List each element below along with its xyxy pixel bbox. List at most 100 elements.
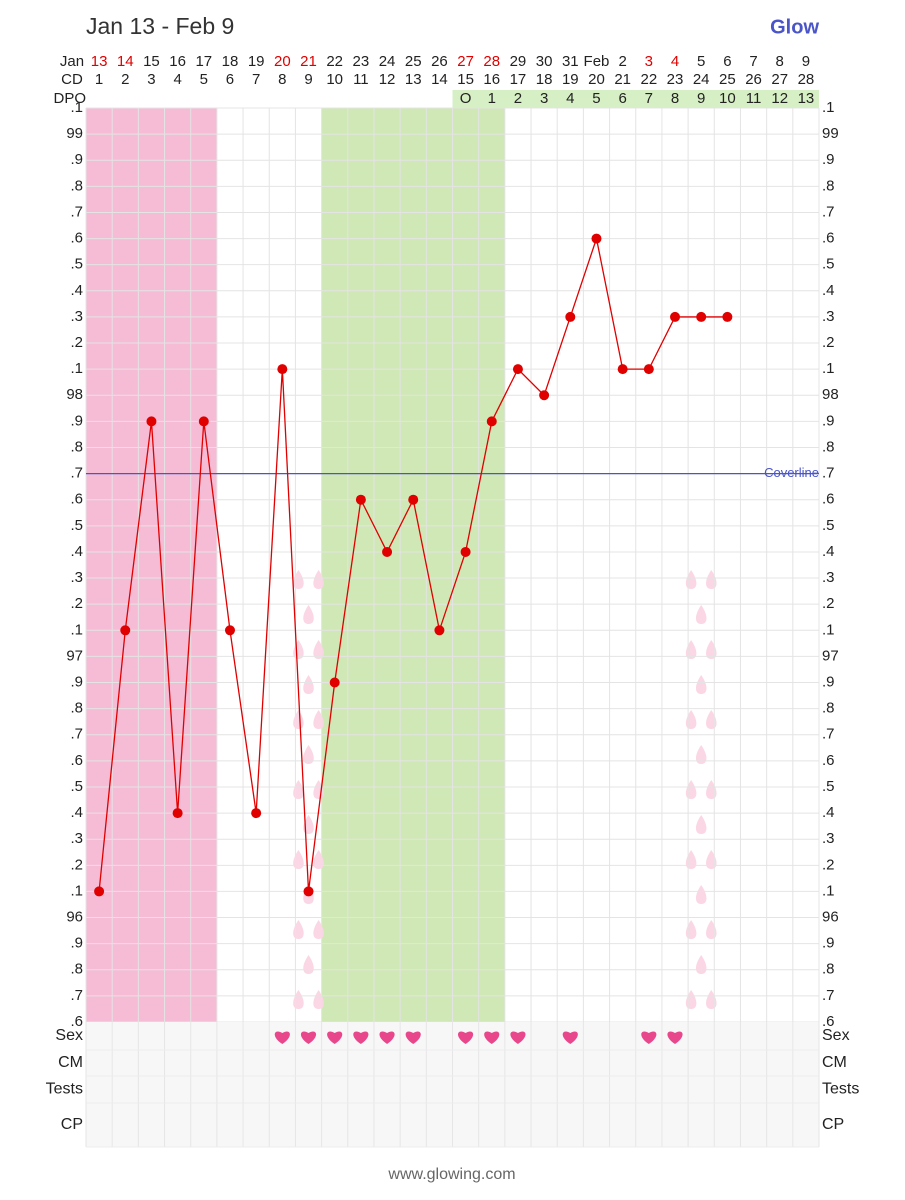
y-tick-label: .8 xyxy=(70,700,83,717)
y-tick-label: .7 xyxy=(70,987,83,1004)
sex-heart xyxy=(405,1031,421,1044)
date-label: 2 xyxy=(618,53,626,70)
y-tick-label: .7 xyxy=(70,726,83,743)
y-tick-label: .4 xyxy=(70,282,83,299)
dpo-tick-label: 8 xyxy=(671,90,679,107)
spotting-drop xyxy=(303,745,314,764)
y-tick-label: .9 xyxy=(70,151,83,168)
y-tick-label-right: .7 xyxy=(822,465,835,482)
cd-tick-label: 11 xyxy=(353,71,369,88)
temperature-point xyxy=(224,625,235,636)
dpo-tick-label: 13 xyxy=(798,90,815,107)
spotting-drop xyxy=(706,570,717,589)
spotting-drop xyxy=(685,570,697,589)
date-label: Feb xyxy=(584,53,610,70)
y-tick-label: .7 xyxy=(70,203,83,220)
cd-tick-label: 24 xyxy=(693,71,710,88)
sex-heart xyxy=(484,1031,500,1044)
date-label: 13 xyxy=(91,53,108,70)
cd-tick-label: 20 xyxy=(588,71,605,88)
date-label: 22 xyxy=(326,53,343,70)
y-tick-label-right: .6 xyxy=(822,752,835,769)
date-label: 25 xyxy=(405,53,422,70)
temperature-point xyxy=(670,311,681,322)
cd-tick-label: 10 xyxy=(326,71,343,88)
cd-tick-label: 18 xyxy=(536,71,553,88)
row-label: CP xyxy=(61,1116,83,1133)
y-tick-label: .8 xyxy=(70,961,83,978)
cd-tick-label: 23 xyxy=(667,71,684,88)
cd-tick-label: 9 xyxy=(304,71,312,88)
cd-tick-label: 5 xyxy=(200,71,208,88)
cd-tick-label: 16 xyxy=(483,71,500,88)
cd-tick-label: 26 xyxy=(745,71,762,88)
y-tick-label-right: .5 xyxy=(822,517,835,534)
spotting-drop xyxy=(706,990,717,1009)
spotting-drop xyxy=(303,955,314,974)
date-label: 30 xyxy=(536,53,553,70)
y-tick-label: 96 xyxy=(66,909,83,926)
y-tick-label-right: 96 xyxy=(822,909,839,926)
date-label: 15 xyxy=(143,53,160,70)
spotting-drop xyxy=(293,850,304,869)
spotting-drop xyxy=(706,850,717,869)
sex-heart xyxy=(562,1031,578,1044)
sex-heart xyxy=(641,1031,657,1044)
spotting-drop xyxy=(706,920,717,939)
y-tick-label-right: .4 xyxy=(822,804,835,821)
dpo-label: DPO xyxy=(53,90,86,107)
row-label: Tests xyxy=(46,1081,83,1098)
cd-tick-label: 2 xyxy=(121,71,129,88)
chart-title: Jan 13 - Feb 9 xyxy=(86,13,234,39)
cd-tick-label: 13 xyxy=(405,71,422,88)
date-label: 27 xyxy=(457,53,474,70)
y-tick-label-right: .1 xyxy=(822,99,835,116)
y-tick-label-right: .6 xyxy=(822,491,835,508)
cd-tick-label: 25 xyxy=(719,71,736,88)
spotting-drop xyxy=(685,920,697,939)
temperature-point xyxy=(722,311,733,322)
y-tick-label: .6 xyxy=(70,491,83,508)
y-tick-label: .2 xyxy=(70,595,83,612)
sex-heart xyxy=(274,1031,290,1044)
cd-tick-label: 17 xyxy=(510,71,527,88)
date-label: 19 xyxy=(248,53,265,70)
cd-tick-label: 21 xyxy=(614,71,631,88)
y-tick-label: .5 xyxy=(70,256,83,273)
spotting-drop xyxy=(695,815,707,834)
y-tick-label-right: .8 xyxy=(822,700,835,717)
y-tick-label-right: .3 xyxy=(822,308,835,325)
sex-heart xyxy=(300,1031,317,1044)
temperature-point xyxy=(643,364,654,375)
temperature-point xyxy=(696,311,707,322)
temperature-point xyxy=(172,808,183,819)
fertile-band xyxy=(321,108,505,1022)
y-tick-label-right: .1 xyxy=(822,360,835,377)
y-tick-label: .1 xyxy=(70,882,83,899)
y-tick-label-right: .9 xyxy=(822,935,835,952)
sex-heart xyxy=(379,1031,395,1044)
spotting-drop xyxy=(293,710,304,729)
y-tick-label: .1 xyxy=(70,621,83,638)
y-tick-label: .4 xyxy=(70,804,83,821)
y-tick-label: .2 xyxy=(70,856,83,873)
spotting-drop xyxy=(293,920,304,939)
date-label: 4 xyxy=(671,53,679,70)
cd-tick-label: 7 xyxy=(252,71,260,88)
cd-tick-label: 22 xyxy=(640,71,657,88)
row-label-right: CM xyxy=(822,1054,847,1071)
temperature-point xyxy=(146,416,157,427)
y-tick-label: 98 xyxy=(66,386,83,403)
y-tick-label-right: .6 xyxy=(822,230,835,247)
y-tick-label-right: .9 xyxy=(822,673,835,690)
date-label: 7 xyxy=(749,53,757,70)
sex-heart xyxy=(458,1031,474,1044)
date-label: 8 xyxy=(776,53,784,70)
temperature-point xyxy=(382,546,393,557)
spotting-drop xyxy=(293,990,304,1009)
date-label: 28 xyxy=(483,53,500,70)
y-tick-label: .7 xyxy=(70,465,83,482)
y-tick-label: .6 xyxy=(70,1013,83,1030)
y-tick-label-right: .3 xyxy=(822,569,835,586)
